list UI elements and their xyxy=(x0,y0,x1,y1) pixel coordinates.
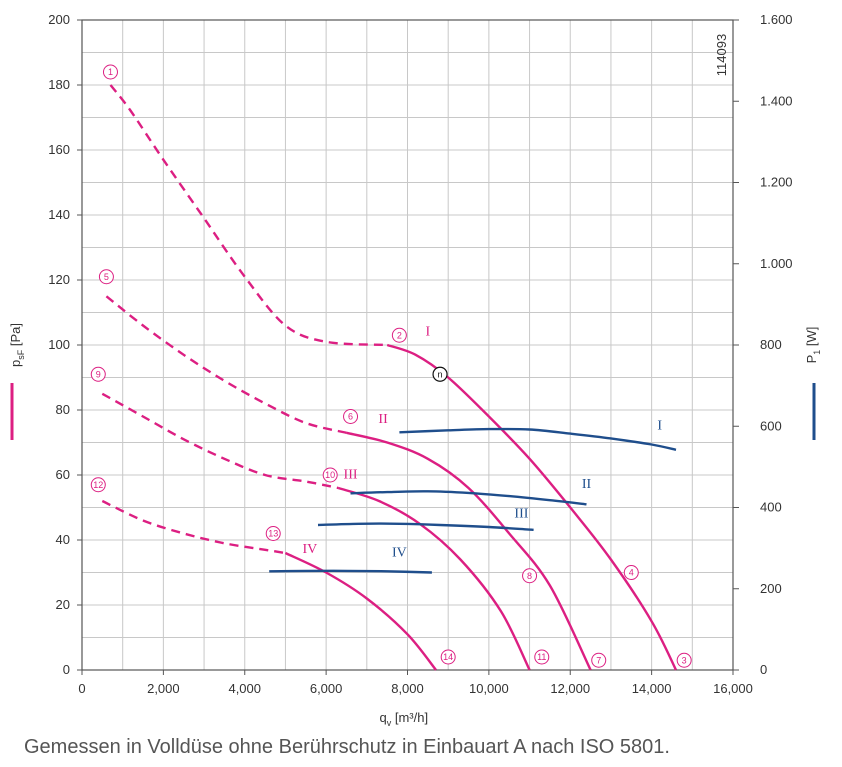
series-label-power: II xyxy=(582,477,592,492)
point-marker xyxy=(322,467,338,483)
series-group xyxy=(101,84,678,671)
y-left-tick-label: 200 xyxy=(48,12,70,27)
point-marker-number: 11 xyxy=(537,652,546,662)
pressure-curve-II xyxy=(346,431,592,671)
power-curve-I xyxy=(399,427,677,451)
y-left-tick-label: 120 xyxy=(48,272,70,287)
fan-performance-chart: 0 2,000 4,000 6,000 8,000 10,000 12,000 14,000 1… xyxy=(8,12,822,728)
x-tick-label: 16,000 xyxy=(713,681,753,696)
point-marker xyxy=(676,652,692,668)
power-curve-III xyxy=(317,522,534,531)
y-left-tick-label: 60 xyxy=(56,467,70,482)
pressure-curve-I-dashed xyxy=(109,84,388,347)
power-curve-IV xyxy=(269,569,432,574)
x-tick-label: 4,000 xyxy=(228,681,261,696)
y-right-axis-title: P1 [W] xyxy=(804,327,822,364)
point-marker xyxy=(98,269,114,285)
point-marker-number: 9 xyxy=(96,369,101,379)
y-right-tick-label: 200 xyxy=(760,581,782,596)
point-marker xyxy=(522,568,538,584)
point-marker-number: 4 xyxy=(629,568,634,578)
x-tick-label: 12,000 xyxy=(550,681,590,696)
operating-point-marker xyxy=(432,366,448,382)
y-left-tick-label: 40 xyxy=(56,532,70,547)
y-right-tick-label: 0 xyxy=(760,662,767,677)
point-marker-number: 7 xyxy=(596,655,601,665)
x-tick-label: 0 xyxy=(78,681,85,696)
y-right-tick-label: 600 xyxy=(760,418,782,433)
y-left-axis-title: psF [Pa] xyxy=(8,323,26,367)
point-marker-number: 10 xyxy=(325,470,335,480)
point-marker xyxy=(591,652,607,668)
point-marker xyxy=(265,526,281,541)
point-marker-number: 12 xyxy=(93,480,103,490)
y-left-tick-label: 140 xyxy=(48,207,70,222)
x-tick-label: 14,000 xyxy=(632,681,672,696)
y-right-tick-label: 800 xyxy=(760,337,782,352)
point-marker xyxy=(440,649,456,665)
pressure-curve-III xyxy=(337,486,531,671)
series-label-power: III xyxy=(514,506,528,521)
point-marker-number: 6 xyxy=(348,412,353,422)
y-right-tick-label: 1.600 xyxy=(760,12,793,27)
y-right-tick-label: 1.000 xyxy=(760,256,793,271)
power-curve-II xyxy=(350,490,587,506)
y-left-tick-label: 20 xyxy=(56,597,70,612)
pressure-curve-III-dashed xyxy=(101,392,339,490)
pressure-curve-I xyxy=(386,343,678,671)
x-tick-label: 2,000 xyxy=(147,681,180,696)
point-marker-number: 14 xyxy=(443,652,453,662)
y-right-tick-label: 1.200 xyxy=(760,175,793,190)
pressure-curve-IV xyxy=(284,551,437,671)
series-label-pressure: III xyxy=(344,467,358,482)
pressure-curve-II-dashed xyxy=(105,295,347,434)
point-marker-number: 8 xyxy=(527,571,532,581)
point-marker xyxy=(343,409,359,424)
point-marker xyxy=(623,565,639,580)
operating-point-label: n xyxy=(438,369,443,379)
series-label-pressure: I xyxy=(426,324,431,339)
y-left-tick-label: 180 xyxy=(48,77,70,92)
point-marker xyxy=(102,64,118,80)
y-right-tick-label: 400 xyxy=(760,500,782,515)
point-marker-number: 3 xyxy=(682,655,687,665)
y-left-tick-label: 100 xyxy=(48,337,70,352)
x-tick-label: 6,000 xyxy=(310,681,343,696)
point-marker xyxy=(391,327,407,343)
y-left-tick-label: 0 xyxy=(63,662,70,677)
point-marker xyxy=(534,649,550,665)
x-axis-title: qv [m³/h] xyxy=(380,710,429,728)
y-right-tick-label: 1.400 xyxy=(760,93,793,108)
x-tick-label: 8,000 xyxy=(391,681,424,696)
x-tick-label: 10,000 xyxy=(469,681,509,696)
point-marker-number: 2 xyxy=(397,330,402,340)
point-marker-number: 5 xyxy=(104,272,109,282)
point-marker xyxy=(90,477,106,493)
figure-id-label: 114093 xyxy=(714,34,729,76)
y-left-tick-label: 80 xyxy=(56,402,70,417)
series-label-power: IV xyxy=(392,545,407,560)
series-label-power: I xyxy=(657,419,662,434)
chart-caption: Gemessen in Volldüse ohne Berührschutz i… xyxy=(24,736,670,758)
series-label-pressure: II xyxy=(378,412,388,427)
y-left-tick-label: 160 xyxy=(48,142,70,157)
pressure-curve-IV-dashed xyxy=(101,499,286,555)
axes: 0 2,000 4,000 6,000 8,000 10,000 12,000 14,000 1… xyxy=(8,12,822,728)
point-marker-number: 1 xyxy=(108,67,113,77)
point-marker-number: 13 xyxy=(268,529,278,539)
point-marker xyxy=(90,366,106,382)
series-label-pressure: IV xyxy=(302,542,317,557)
